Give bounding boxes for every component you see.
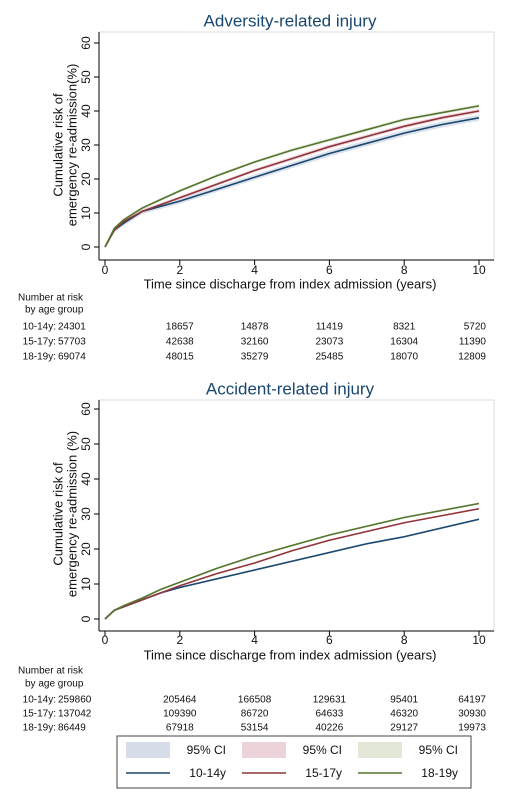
- y-tick-label: 10: [79, 206, 93, 220]
- y-tick-label: 0: [79, 615, 93, 622]
- risk-table-heading: Number at risk: [18, 666, 84, 677]
- risk-row-label: 15-17y:: [23, 337, 56, 348]
- chart-title: Accident-related injury: [206, 379, 375, 398]
- risk-count: 86449: [58, 723, 86, 734]
- chart-title: Adversity-related injury: [204, 11, 377, 30]
- legend-ci-label: 95% CI: [419, 743, 458, 757]
- risk-count: 166508: [238, 695, 272, 706]
- series-line: [104, 117, 480, 248]
- legend-ci-swatch: [126, 742, 170, 758]
- risk-count: 48015: [166, 352, 194, 363]
- x-tick-label: 0: [102, 633, 109, 647]
- risk-count: 24301: [58, 322, 86, 333]
- x-tick-label: 8: [401, 633, 408, 647]
- risk-count: 129631: [313, 695, 347, 706]
- y-axis-label: emergency re-admission(%): [64, 64, 79, 227]
- risk-count: 42638: [166, 337, 194, 348]
- risk-count: 25485: [315, 352, 343, 363]
- legend-ci-swatch: [242, 742, 286, 758]
- risk-count: 23073: [315, 337, 343, 348]
- risk-count: 5720: [464, 322, 487, 333]
- y-tick-label: 20: [79, 542, 93, 556]
- x-tick-label: 8: [401, 263, 408, 277]
- risk-count: 29127: [390, 723, 418, 734]
- x-tick-label: 0: [102, 263, 109, 277]
- risk-count: 67918: [166, 723, 194, 734]
- risk-count: 18070: [390, 352, 418, 363]
- x-axis-label: Time since discharge from index admissio…: [144, 647, 437, 662]
- x-tick-label: 6: [326, 263, 333, 277]
- plot-frame: [98, 399, 495, 632]
- y-tick-label: 60: [79, 402, 93, 416]
- risk-count: 8321: [393, 322, 416, 333]
- risk-count: 16304: [390, 337, 418, 348]
- series-line: [104, 110, 480, 248]
- legend-series-label: 18-19y: [421, 766, 458, 780]
- y-tick-label: 40: [79, 472, 93, 486]
- y-tick-label: 50: [79, 437, 93, 451]
- x-tick-label: 10: [472, 263, 486, 277]
- x-tick-label: 2: [176, 263, 183, 277]
- risk-count: 64197: [458, 695, 486, 706]
- x-tick-label: 4: [251, 263, 258, 277]
- y-tick-label: 30: [79, 138, 93, 152]
- legend-ci-swatch: [358, 742, 402, 758]
- y-tick-label: 50: [79, 70, 93, 84]
- risk-count: 205464: [163, 695, 197, 706]
- risk-count: 46320: [390, 709, 418, 720]
- legend-series-label: 15-17y: [305, 766, 342, 780]
- y-tick-label: 0: [79, 243, 93, 250]
- y-axis-label: Cumulative risk of: [50, 93, 65, 197]
- risk-count: 109390: [163, 709, 197, 720]
- y-axis-label: Cumulative risk of: [50, 462, 65, 566]
- risk-count: 14878: [241, 322, 269, 333]
- y-tick-label: 60: [79, 36, 93, 50]
- x-tick-label: 4: [251, 633, 258, 647]
- risk-table-heading: by age group: [25, 679, 84, 690]
- risk-row-label: 10-14y:: [23, 322, 56, 333]
- risk-count: 18657: [166, 322, 194, 333]
- risk-count: 40226: [315, 723, 343, 734]
- y-tick-label: 40: [79, 104, 93, 118]
- y-tick-label: 10: [79, 577, 93, 591]
- risk-row-label: 10-14y:: [23, 695, 56, 706]
- risk-count: 137042: [58, 709, 92, 720]
- plot-frame: [98, 31, 495, 261]
- y-tick-label: 30: [79, 507, 93, 521]
- legend-series-label: 10-14y: [189, 766, 226, 780]
- risk-count: 30930: [458, 709, 486, 720]
- risk-count: 53154: [241, 723, 269, 734]
- risk-table-heading: by age group: [25, 305, 84, 316]
- risk-row-label: 18-19y:: [23, 723, 56, 734]
- risk-count: 19973: [458, 723, 486, 734]
- y-axis-label: emergency re-admission (%): [64, 431, 79, 597]
- risk-row-label: 18-19y:: [23, 352, 56, 363]
- risk-row-label: 15-17y:: [23, 709, 56, 720]
- risk-count: 35279: [241, 352, 269, 363]
- x-axis-label: Time since discharge from index admissio…: [144, 276, 437, 291]
- y-tick-label: 20: [79, 172, 93, 186]
- x-tick-label: 2: [176, 633, 183, 647]
- legend-ci-label: 95% CI: [303, 743, 342, 757]
- risk-count: 69074: [58, 352, 86, 363]
- risk-count: 86720: [241, 709, 269, 720]
- risk-count: 95401: [390, 695, 418, 706]
- x-tick-label: 10: [472, 633, 486, 647]
- risk-count: 11419: [316, 322, 344, 333]
- risk-count: 12809: [458, 352, 486, 363]
- risk-count: 32160: [241, 337, 269, 348]
- risk-count: 64633: [315, 709, 343, 720]
- risk-count: 57703: [58, 337, 86, 348]
- series-line: [104, 502, 480, 620]
- series-line: [104, 105, 480, 248]
- legend-ci-label: 95% CI: [187, 743, 226, 757]
- risk-table-heading: Number at risk: [18, 293, 84, 304]
- x-tick-label: 6: [326, 633, 333, 647]
- legend-box: [116, 735, 472, 789]
- risk-count: 11390: [459, 337, 487, 348]
- series-line: [104, 507, 480, 620]
- risk-count: 259860: [58, 695, 92, 706]
